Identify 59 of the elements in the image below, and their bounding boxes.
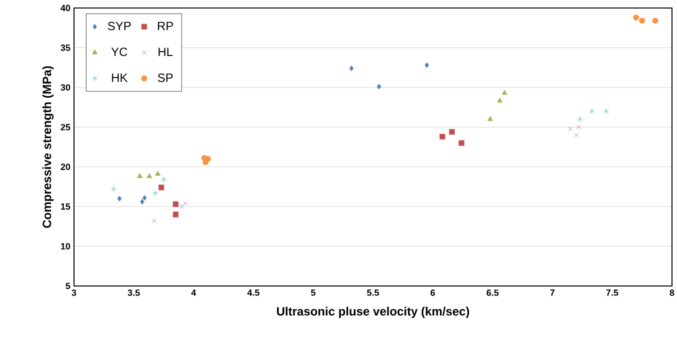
point xyxy=(574,132,579,138)
legend-label: HK xyxy=(112,74,128,82)
point xyxy=(639,18,646,24)
y-tick-label: 40 xyxy=(60,4,70,12)
point xyxy=(652,18,658,24)
legend-label: SYP xyxy=(108,22,131,30)
x-tick-label: 3 xyxy=(72,290,76,296)
x-tick-label: 6.5 xyxy=(486,290,499,296)
point xyxy=(424,62,429,68)
y-tick-label: 30 xyxy=(60,84,70,91)
point xyxy=(376,84,382,90)
point xyxy=(633,14,640,21)
point xyxy=(154,170,161,176)
point xyxy=(577,116,583,122)
x-tick-label: 7.5 xyxy=(606,290,618,296)
point xyxy=(182,201,188,206)
point xyxy=(160,176,167,183)
x-tick-label: 8 xyxy=(670,290,674,296)
point xyxy=(136,173,143,178)
point xyxy=(589,108,595,114)
x-axis-title: Ultrasonic pluse velocity (km/sec) xyxy=(277,306,470,318)
point xyxy=(576,124,582,130)
point xyxy=(496,98,503,103)
point xyxy=(142,195,147,201)
point xyxy=(117,196,122,202)
legend-label: YC xyxy=(111,48,128,56)
legend-label: RP xyxy=(158,22,174,30)
point xyxy=(487,116,494,121)
x-tick-label: 5 xyxy=(310,290,316,296)
x-tick-label: 3.5 xyxy=(128,290,140,296)
y-tick-label: 20 xyxy=(60,164,70,170)
legend-label: HL xyxy=(158,48,173,56)
point xyxy=(172,201,178,207)
point xyxy=(172,212,178,218)
point xyxy=(179,204,184,209)
point xyxy=(110,186,116,192)
point xyxy=(502,90,508,95)
point xyxy=(152,218,156,224)
legend-label: SP xyxy=(158,74,173,82)
point xyxy=(440,134,446,140)
point xyxy=(603,108,610,114)
y-axis-title: Compressive strength (MPa) xyxy=(42,66,54,228)
point xyxy=(458,140,464,146)
point xyxy=(568,126,573,132)
y-tick-label: 5 xyxy=(66,282,70,290)
point xyxy=(449,129,455,135)
point xyxy=(349,66,354,72)
x-tick-label: 4 xyxy=(191,290,196,296)
x-tick-label: 6 xyxy=(430,290,435,296)
x-tick-label: 4.5 xyxy=(247,290,260,296)
x-tick-label: 7 xyxy=(550,290,555,296)
y-tick-label: 10 xyxy=(61,243,70,250)
y-tick-label: 25 xyxy=(60,124,70,130)
y-tick-label: 35 xyxy=(60,44,70,51)
point xyxy=(152,190,158,196)
y-tick-label: 15 xyxy=(61,203,70,210)
x-tick-label: 5.5 xyxy=(367,290,380,296)
point xyxy=(146,173,152,178)
point xyxy=(158,184,164,190)
